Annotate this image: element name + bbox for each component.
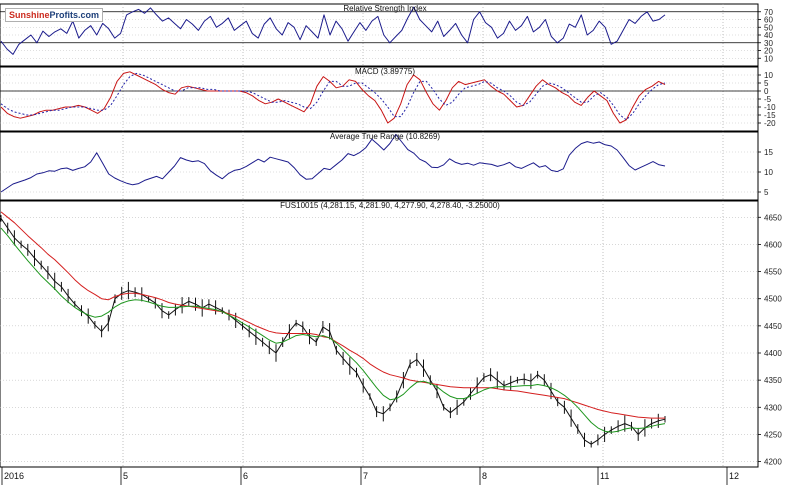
- y-tick-label: 4450: [764, 322, 782, 331]
- series-line-2: [0, 72, 666, 121]
- x-tick-label: 7: [363, 471, 368, 481]
- panel-title: MACD (3.89775): [355, 67, 415, 76]
- y-tick-label: 4600: [764, 240, 782, 249]
- y-tick-label: 10: [764, 168, 773, 177]
- y-tick-label: 10: [764, 71, 773, 80]
- y-tick-label: -10: [764, 103, 776, 112]
- series-line-1: [0, 133, 666, 193]
- y-tick-label: 0: [764, 87, 769, 96]
- y-tick-label: 20: [764, 47, 773, 56]
- x-tick-label: 2016: [4, 471, 24, 481]
- logo-part2: Profits.com: [49, 10, 100, 20]
- y-tick-label: 5: [764, 79, 769, 88]
- x-tick-label: 11: [600, 471, 609, 481]
- x-tick-label: 8: [482, 471, 487, 481]
- y-tick-label: 30: [764, 39, 773, 48]
- y-tick-label: 15: [764, 148, 773, 157]
- y-tick-label: 4500: [764, 295, 782, 304]
- panel-title: FUS10015 (4,281.15, 4,281.90, 4,277.90, …: [280, 201, 500, 210]
- y-tick-label: 60: [764, 16, 773, 25]
- y-tick-label: -20: [764, 119, 776, 128]
- series-line-3: [0, 227, 666, 433]
- y-tick-label: 4300: [764, 403, 782, 412]
- panel-title: Average True Range (10.8269): [330, 132, 440, 141]
- y-tick-label: 4250: [764, 430, 782, 439]
- x-tick-label: 6: [243, 471, 248, 481]
- panel-title: Relative Strength Index: [343, 4, 426, 13]
- x-tick-label: 5: [123, 471, 128, 481]
- series-line-1: [0, 6, 666, 55]
- y-tick-label: 4550: [764, 268, 782, 277]
- y-tick-label: 10: [764, 54, 773, 63]
- panel-frame: [0, 200, 759, 468]
- y-tick-label: 5: [764, 188, 769, 197]
- y-tick-label: -15: [764, 111, 776, 120]
- y-tick-label: 70: [764, 8, 773, 17]
- y-tick-label: 50: [764, 23, 773, 32]
- y-tick-label: 4350: [764, 376, 782, 385]
- y-tick-label: 4200: [764, 458, 782, 467]
- brand-logo[interactable]: SunshineProfits.com: [5, 8, 104, 22]
- series-line-1: [0, 71, 666, 124]
- y-tick-label: 4650: [764, 213, 782, 222]
- panel-frame: [0, 131, 759, 201]
- y-tick-label: 40: [764, 31, 773, 40]
- x-tick-label: 12: [729, 471, 739, 481]
- y-tick-label: 4400: [764, 349, 782, 358]
- y-tick-label: -5: [764, 95, 772, 104]
- logo-part1: Sunshine: [9, 10, 50, 20]
